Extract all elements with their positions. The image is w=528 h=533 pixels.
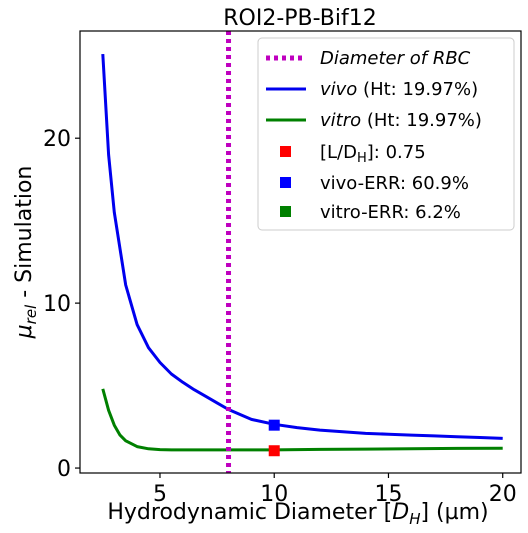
legend-vitro-err-label: vitro-ERR: 6.2% [320, 202, 461, 223]
marker-ld-ratio [268, 445, 280, 457]
legend-vitro-err-swatch [280, 206, 291, 217]
legend: Diameter of RBC vivo (Ht: 19.97%) vitro … [257, 37, 515, 231]
x-tick-label: 5 [153, 482, 167, 507]
y-axis-label: μrel - Simulation [12, 166, 40, 340]
series-line-vitro [101, 388, 503, 452]
legend-ld-swatch [280, 146, 291, 157]
plot-frame [79, 30, 522, 474]
y-tick-label: 10 [43, 292, 71, 317]
legend-vivo-label: vivo (Ht: 19.97%) [320, 79, 478, 100]
legend-rbc-label: Diameter of RBC [320, 48, 471, 69]
legend-ld-label: [L/DH]: 0.75 [320, 142, 426, 166]
legend-vitro-label: vitro (Ht: 19.97%) [320, 110, 482, 131]
plot-area [101, 31, 503, 473]
legend-vivo-err-swatch [280, 177, 291, 188]
x-tick-label: 20 [489, 482, 517, 507]
x-tick-label: 10 [260, 482, 288, 507]
x-axis-label: Hydrodynamic Diameter [DH] (µm) [107, 500, 488, 528]
marker-vivo-err [268, 419, 280, 431]
y-tick-label: 0 [57, 457, 71, 482]
y-tick-label: 20 [43, 127, 71, 152]
legend-vivo-err-label: vivo-ERR: 60.9% [320, 173, 469, 194]
x-tick-label: 15 [374, 482, 402, 507]
chart-title: ROI2-PB-Bif12 [223, 6, 376, 31]
legend-box [257, 37, 515, 231]
axis-ticks: 5 10 15 20 0 10 20 [43, 127, 517, 507]
